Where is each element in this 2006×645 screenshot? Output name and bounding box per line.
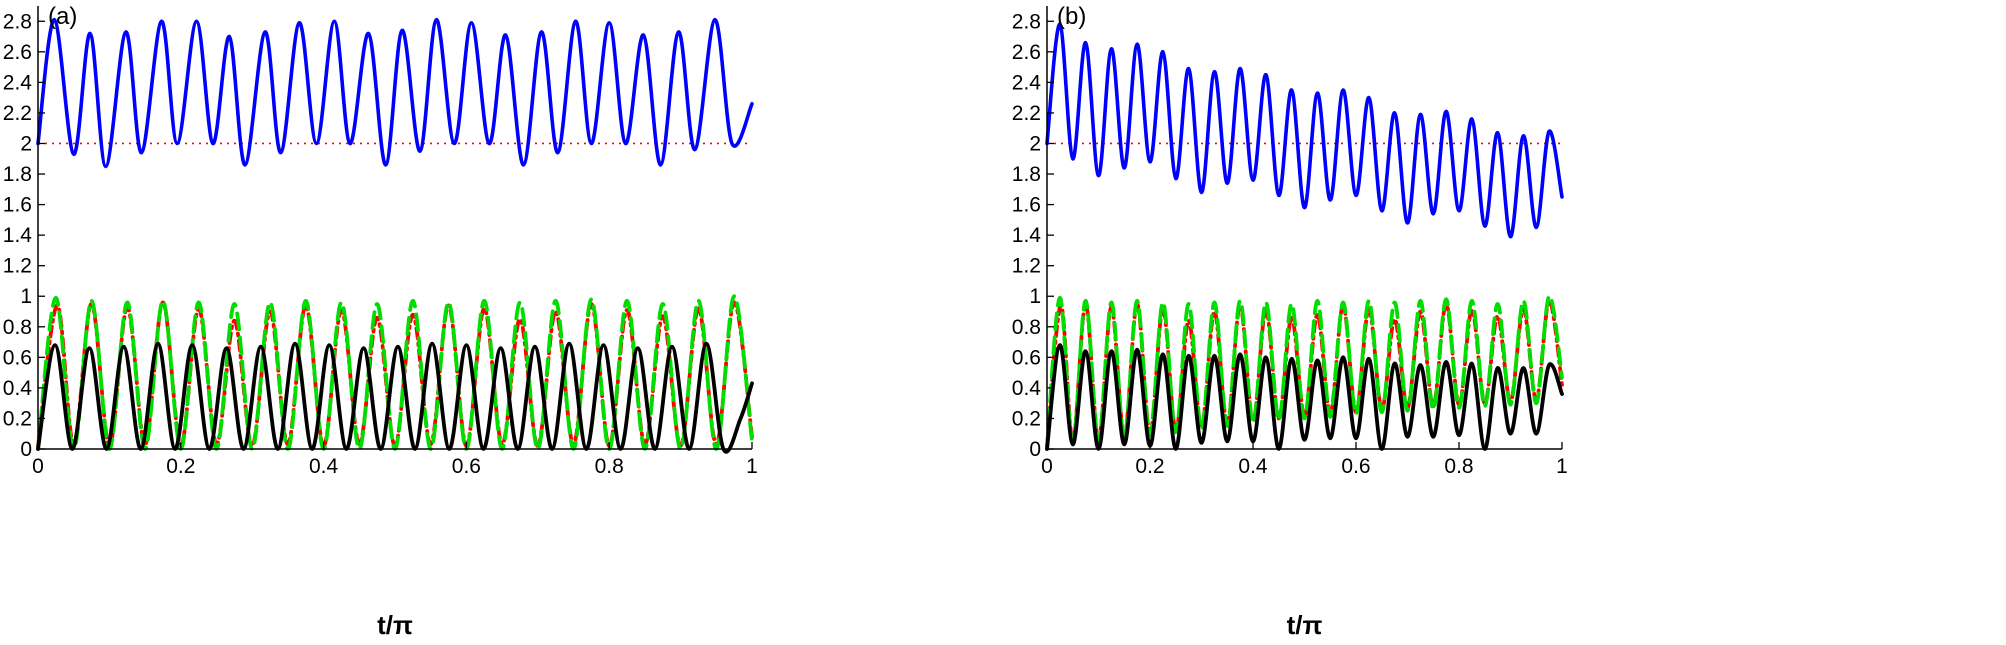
y-tick-label-a-1: 0.2 [3,407,32,430]
y-tick-label-a-9: 1.8 [3,163,32,186]
series-line-a-1 [36,341,754,454]
panel-label-a: (a) [48,3,77,30]
x-tick-label-b-1: 0.2 [1135,455,1164,478]
y-tick-label-a-5: 1 [20,285,32,308]
x-tick-label-a-5: 1 [746,455,758,478]
y-tick-label-a-3: 0.6 [3,346,32,369]
y-tick-label-a-8: 1.6 [3,194,32,217]
y-tick-label-b-3: 0.6 [1012,346,1041,369]
y-tick-label-b-9: 1.8 [1012,163,1041,186]
y-tick-label-a-14: 2.8 [3,10,32,33]
y-tick-label-a-2: 0.4 [3,377,33,400]
x-tick-label-b-4: 0.8 [1444,455,1473,478]
series-line-b-3 [1045,294,1564,451]
series-line-a-0 [36,17,754,169]
y-tick-label-b-5: 1 [1029,285,1041,308]
x-tick-label-b-3: 0.6 [1341,455,1370,478]
y-tick-label-b-13: 2.6 [1012,41,1041,64]
y-tick-label-a-10: 2 [20,132,32,155]
y-tick-label-b-4: 0.8 [1012,316,1041,339]
x-tick-label-a-1: 0.2 [166,455,195,478]
series-line-b-2 [1045,298,1564,448]
y-tick-label-b-1: 0.2 [1012,407,1041,430]
x-tick-label-a-3: 0.6 [452,455,481,478]
y-tick-label-b-0: 0 [1029,438,1041,461]
chart-a-svg: 0 0.2 0.4 0.6 0.8 1 1.2 1.4 1.6 1.8 2 2.2 2.4 2.6 2.8 0… [3,3,758,640]
y-tick-label-a-11: 2.2 [3,102,32,125]
series-line-b-1 [1045,343,1564,451]
y-tick-label-b-14: 2.8 [1012,10,1041,33]
y-tick-label-b-10: 2 [1029,132,1041,155]
x-tick-label-a-4: 0.8 [595,455,624,478]
x-tick-label-b-0: 0 [1041,455,1053,478]
x-tick-label-b-5: 1 [1556,455,1568,478]
chart-panel-b: 0 0.2 0.4 0.6 0.8 1 1.2 1.4 1.6 1.8 2 2.2 2.4 2.6 2.8 0… [1003,0,2006,645]
y-tick-label-a-12: 2.4 [3,71,33,94]
y-tick-label-a-6: 1.2 [3,255,32,278]
y-tick-label-b-8: 1.6 [1012,194,1041,217]
series-line-b-0 [1045,22,1564,239]
panel-label-b: (b) [1057,3,1086,30]
x-tick-label-a-2: 0.4 [309,455,339,478]
y-tick-label-a-0: 0 [20,438,32,461]
y-tick-label-b-2: 0.4 [1012,377,1042,400]
y-tick-label-b-6: 1.2 [1012,255,1041,278]
x-axis-label-b: t/π [1287,610,1323,640]
x-axis-label-a: t/π [377,610,413,640]
y-tick-label-b-7: 1.4 [1012,224,1042,247]
y-tick-label-a-13: 2.6 [3,41,32,64]
x-tick-label-b-2: 0.4 [1238,455,1268,478]
chart-panel-a: 0 0.2 0.4 0.6 0.8 1 1.2 1.4 1.6 1.8 2 2.2 2.4 2.6 2.8 0… [3,3,758,640]
y-tick-label-a-4: 0.8 [3,316,32,339]
y-tick-label-b-12: 2.4 [1012,71,1042,94]
y-tick-label-b-11: 2.2 [1012,102,1041,125]
x-tick-label-a-0: 0 [32,455,44,478]
y-tick-label-a-7: 1.4 [3,224,33,247]
chart-b-svg: 0 0.2 0.4 0.6 0.8 1 1.2 1.4 1.6 1.8 2 2.2 2.4 2.6 2.8 0… [1012,3,1568,640]
